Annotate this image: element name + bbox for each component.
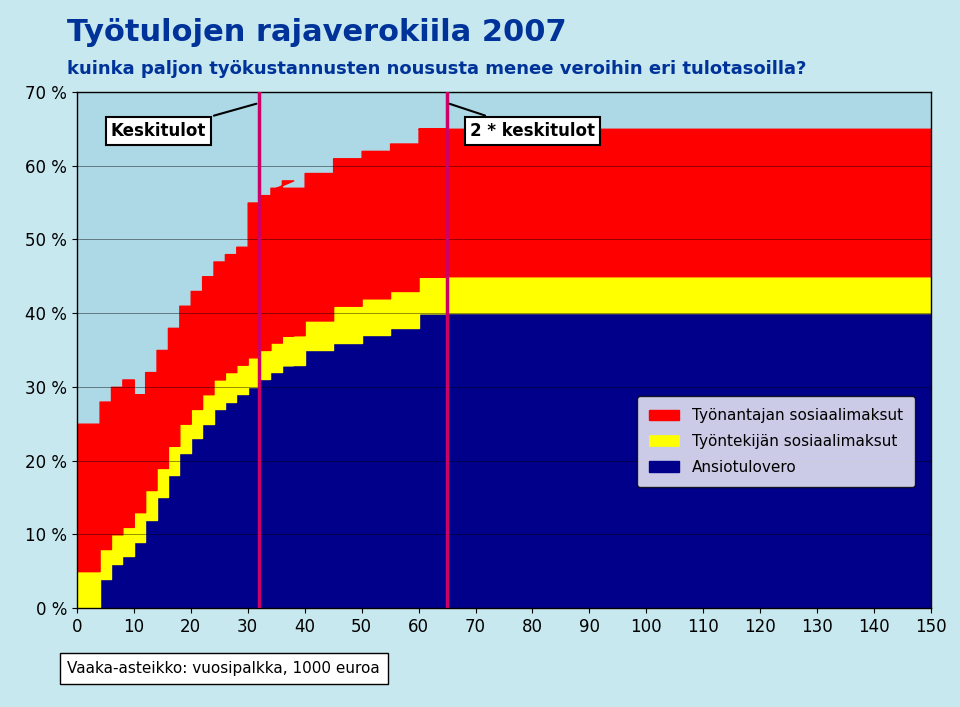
Text: Työtulojen rajaverokiila 2007: Työtulojen rajaverokiila 2007 (67, 18, 566, 47)
Text: Vaaka-asteikko: vuosipalkka, 1000 euroa: Vaaka-asteikko: vuosipalkka, 1000 euroa (67, 661, 380, 676)
Text: 2 * keskitulot: 2 * keskitulot (449, 104, 595, 140)
Legend: Työnantajan sosiaalimaksut, Työntekijän sosiaalimaksut, Ansiotulovero: Työnantajan sosiaalimaksut, Työntekijän … (636, 396, 915, 487)
Text: kuinka paljon työkustannusten noususta menee veroihin eri tulotasoilla?: kuinka paljon työkustannusten noususta m… (67, 60, 806, 78)
Text: Keskitulot: Keskitulot (111, 104, 256, 140)
